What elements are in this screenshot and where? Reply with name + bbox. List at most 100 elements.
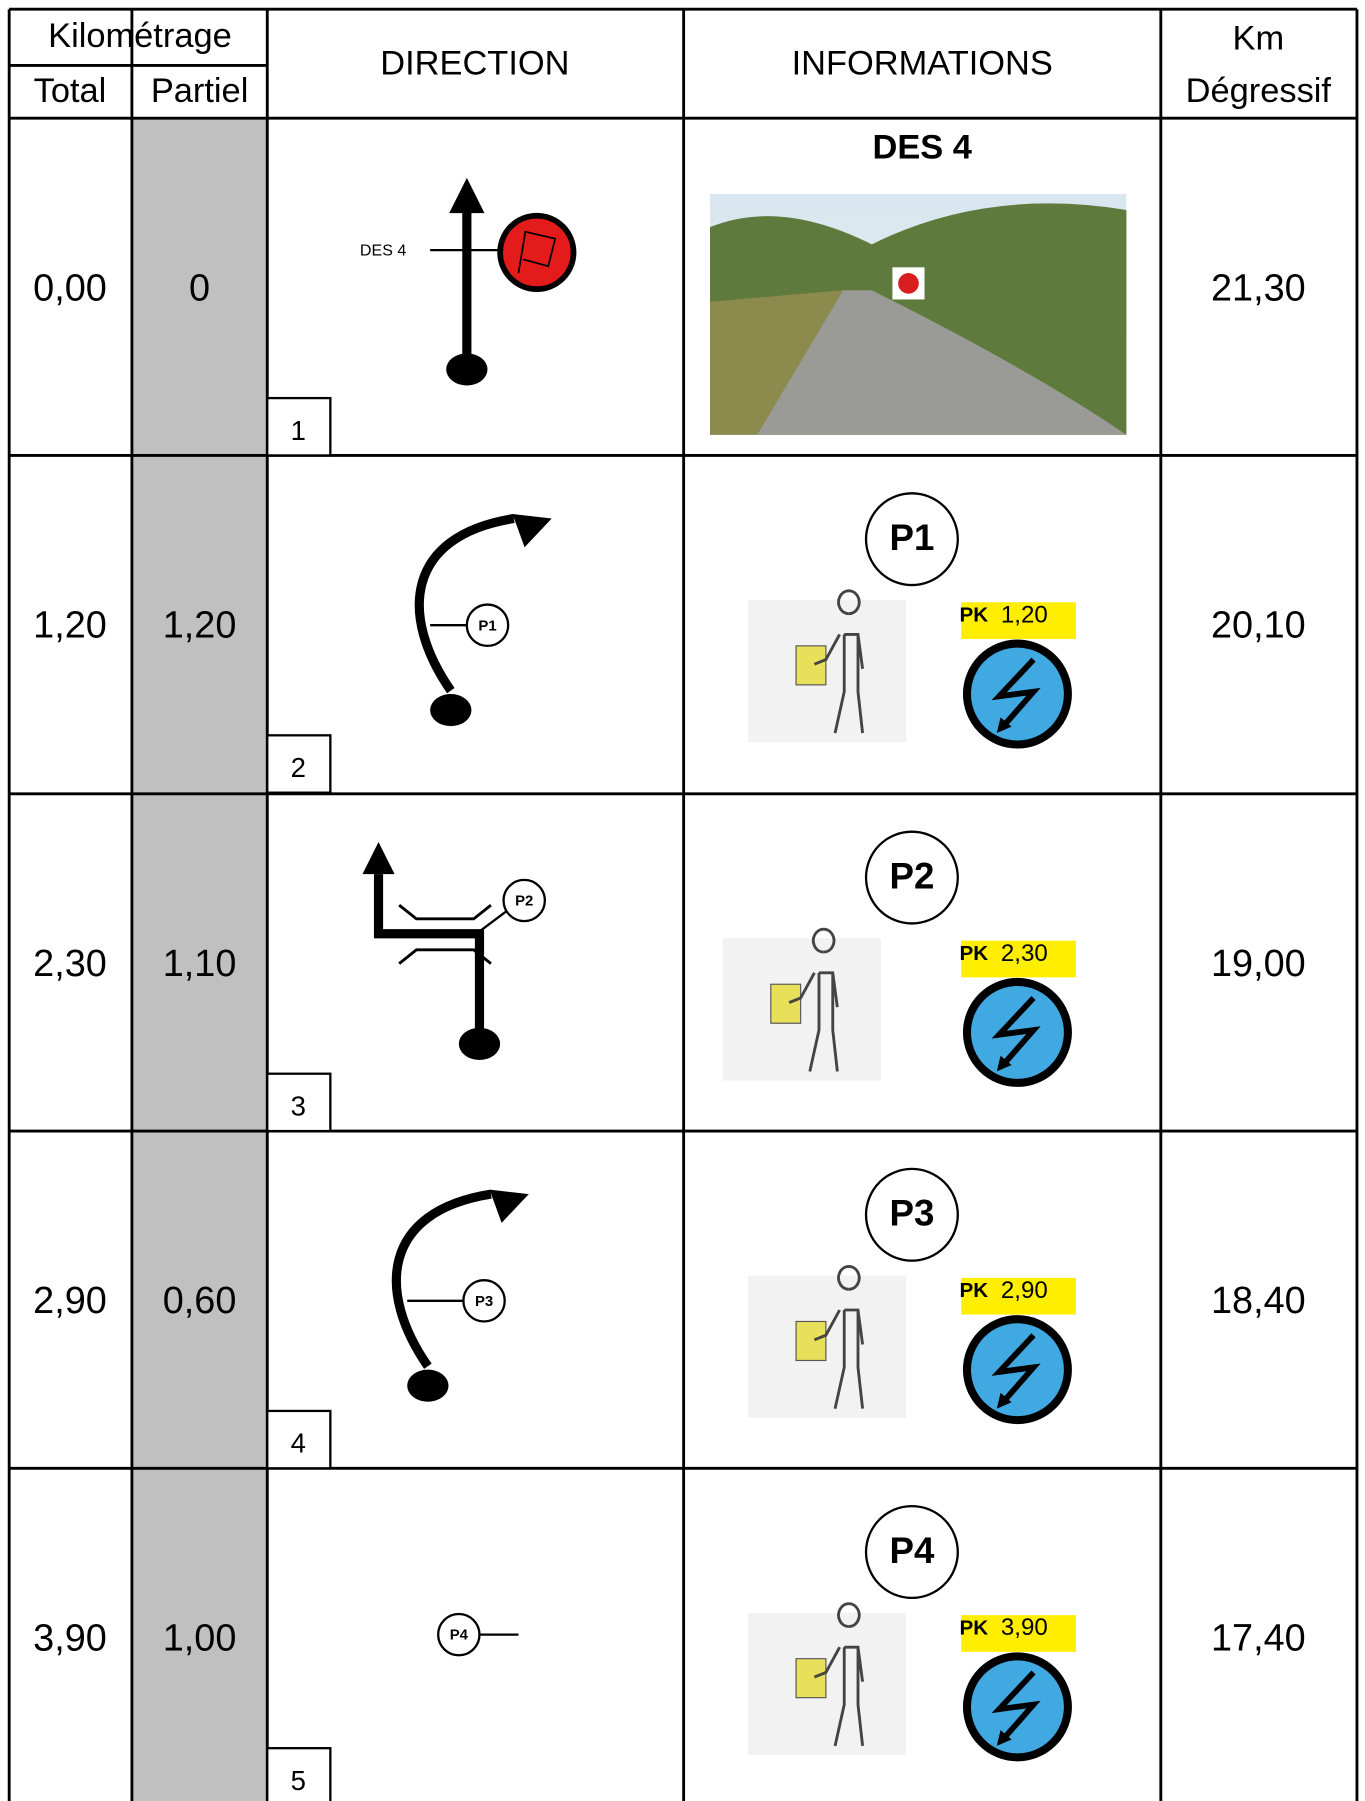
partiel: 1,00 bbox=[163, 1617, 237, 1659]
arrow-head bbox=[996, 1730, 1012, 1746]
panel bbox=[795, 1658, 827, 1699]
photo-sign-dot bbox=[898, 273, 919, 294]
start-dot bbox=[430, 694, 472, 727]
partiel: 1,10 bbox=[163, 943, 237, 985]
photo-bg bbox=[747, 599, 907, 743]
label-circle bbox=[462, 1279, 506, 1323]
label-circle bbox=[437, 1612, 481, 1657]
circle-label: P4 bbox=[889, 1530, 934, 1571]
step-number: 2 bbox=[291, 752, 306, 783]
pk-value: 2,30 bbox=[1001, 940, 1048, 967]
km-degressif: 20,10 bbox=[1211, 605, 1306, 647]
step-box bbox=[266, 1072, 332, 1133]
bridge bbox=[398, 903, 492, 965]
partiel: 0,60 bbox=[163, 1280, 237, 1322]
header-partiel: Partiel bbox=[151, 72, 249, 110]
total: 2,90 bbox=[33, 1280, 107, 1322]
km-degressif: 21,30 bbox=[1211, 267, 1306, 309]
header-total: Total bbox=[34, 72, 107, 110]
arrow-head bbox=[996, 1055, 1012, 1072]
photo-verge bbox=[710, 290, 844, 435]
label-circle bbox=[465, 603, 510, 647]
arrow-head bbox=[489, 1189, 529, 1223]
row: 1,20 1,20 20,10 2 P1 P1 PK 1,20 bbox=[33, 492, 1306, 794]
total: 3,90 bbox=[33, 1617, 107, 1659]
photo-bg bbox=[722, 938, 881, 1081]
pk-label: PK bbox=[960, 603, 989, 626]
row: 2,90 0,60 18,40 4 P3 P3 PK 2,90 bbox=[33, 1167, 1306, 1470]
step-number: 5 bbox=[291, 1765, 306, 1796]
header-km: Km bbox=[1233, 19, 1285, 57]
header: Kilométrage Total Partiel DIRECTION INFO… bbox=[34, 17, 1332, 110]
step-box bbox=[266, 1409, 332, 1470]
person bbox=[813, 1602, 865, 1747]
person bbox=[813, 589, 865, 734]
step-number: 4 bbox=[291, 1428, 306, 1459]
pk-value: 3,90 bbox=[1001, 1614, 1048, 1641]
pk-highlight bbox=[961, 1615, 1076, 1652]
partiel-shade bbox=[131, 118, 268, 1801]
photo-bg bbox=[747, 1275, 907, 1418]
step-number: 1 bbox=[291, 415, 306, 446]
label-circle bbox=[502, 878, 546, 923]
pk-label: PK bbox=[960, 1279, 989, 1302]
panel bbox=[795, 645, 827, 686]
start-dot bbox=[446, 353, 488, 386]
start-dot bbox=[458, 1027, 501, 1060]
header-direction: DIRECTION bbox=[380, 45, 569, 83]
panel bbox=[795, 1320, 827, 1362]
partiel: 1,20 bbox=[163, 605, 237, 647]
pk-value: 1,20 bbox=[1001, 601, 1048, 628]
total: 0,00 bbox=[33, 267, 107, 309]
arrow-head bbox=[449, 177, 485, 214]
row: 3,90 1,00 17,40 5 P4 P4 PK 3,90 bbox=[33, 1504, 1306, 1801]
km-degressif: 18,40 bbox=[1211, 1280, 1306, 1322]
circle-label: P1 bbox=[889, 517, 934, 558]
photo-road bbox=[757, 290, 1127, 435]
circle-label: P1 bbox=[478, 618, 496, 634]
panel bbox=[770, 983, 802, 1024]
photo-bg bbox=[747, 1612, 907, 1756]
step-box bbox=[266, 396, 332, 457]
label-circle bbox=[864, 1504, 959, 1600]
pk-highlight bbox=[961, 1277, 1076, 1315]
circle-label: P2 bbox=[515, 894, 533, 910]
circle-label: P2 bbox=[889, 855, 934, 896]
flag bbox=[517, 230, 557, 274]
label-circle bbox=[864, 1167, 959, 1262]
step-number: 3 bbox=[291, 1090, 306, 1121]
lightning bbox=[991, 996, 1041, 1069]
km-degressif: 19,00 bbox=[1211, 943, 1306, 985]
arrow-head bbox=[996, 1392, 1012, 1409]
route bbox=[414, 513, 515, 694]
pk-highlight bbox=[961, 940, 1076, 978]
pk-label: PK bbox=[960, 942, 989, 965]
route bbox=[373, 874, 485, 1041]
start-dot bbox=[407, 1369, 449, 1402]
lightning bbox=[991, 1333, 1041, 1406]
direction-label: DES 4 bbox=[360, 241, 406, 259]
arrow-head bbox=[362, 842, 395, 875]
circle-label: P4 bbox=[450, 1628, 469, 1644]
person bbox=[813, 1264, 865, 1409]
row: 0,00 0 21,30 1 DES 4 DES 4 bbox=[33, 128, 1306, 457]
total: 2,30 bbox=[33, 943, 107, 985]
pk-highlight bbox=[961, 602, 1076, 639]
label-circle bbox=[864, 830, 959, 925]
person bbox=[788, 927, 839, 1072]
step-box bbox=[266, 1747, 332, 1801]
pk-label: PK bbox=[960, 1616, 989, 1639]
circle-label: P3 bbox=[889, 1193, 934, 1234]
row: 2,30 1,10 19,00 3 P2 P2 PK 2,30 bbox=[33, 830, 1306, 1133]
lightning bbox=[991, 657, 1041, 731]
circle-label: P3 bbox=[475, 1294, 493, 1310]
header-kilometrage: Kilométrage bbox=[48, 17, 232, 55]
info-title: DES 4 bbox=[873, 128, 972, 166]
lightning bbox=[991, 1670, 1041, 1744]
route bbox=[391, 1189, 492, 1369]
arrow-head bbox=[996, 717, 1012, 734]
label-circle bbox=[864, 492, 959, 587]
step-box bbox=[266, 734, 332, 794]
tick bbox=[478, 909, 508, 933]
